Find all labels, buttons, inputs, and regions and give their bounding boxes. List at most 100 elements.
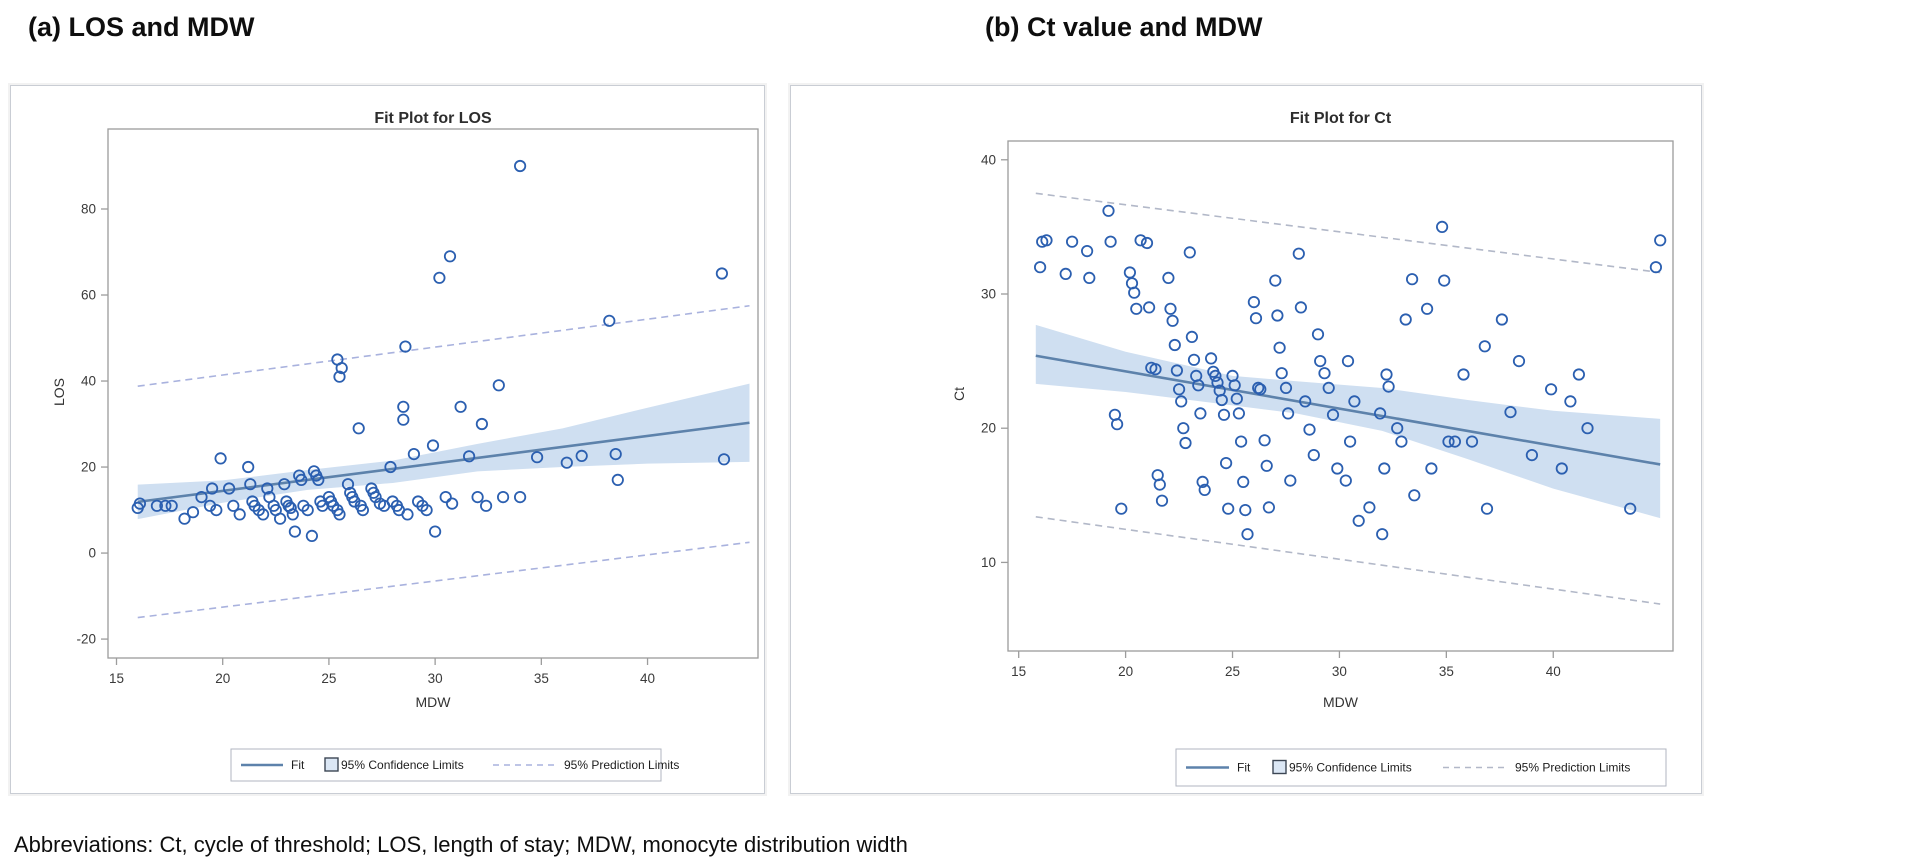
- scatter-point: [1341, 354, 1355, 368]
- scatter-point: [1262, 501, 1275, 514]
- x-tick-label: 30: [428, 671, 443, 686]
- scatter-point: [278, 478, 291, 491]
- scatter-point: [223, 482, 236, 495]
- scatter-point: [233, 508, 246, 521]
- scatter-point: [530, 451, 544, 464]
- confidence-band: [1035, 324, 1661, 519]
- scatter-points: [1034, 204, 1667, 541]
- scatter-point: [1192, 379, 1205, 392]
- scatter-point: [1348, 395, 1361, 408]
- scatter-point: [1219, 456, 1233, 470]
- scatter-point: [1281, 407, 1295, 420]
- scatter-point: [1303, 423, 1316, 436]
- y-tick-label: 60: [81, 288, 96, 303]
- scatter-point: [1162, 271, 1175, 284]
- scatter-point: [420, 503, 433, 517]
- scatter-point: [401, 508, 414, 521]
- scatter-point: [426, 439, 440, 452]
- scatter-point: [1194, 407, 1207, 420]
- x-tick-label: 15: [1011, 664, 1026, 679]
- scatter-point: [1222, 502, 1235, 515]
- scatter-point: [1040, 234, 1053, 247]
- y-tick-label: -20: [76, 632, 96, 647]
- scatter-point: [1318, 367, 1331, 380]
- scatter-point: [513, 490, 527, 504]
- fit-plot-ct-chart: 15 20 25 30 35 40 10 20 30 40 Fit 95% Confidence Li…: [981, 140, 1674, 787]
- scatter-points: [131, 159, 731, 542]
- y-tick-label: 10: [981, 555, 996, 570]
- scatter-point: [609, 447, 622, 461]
- scatter-point: [288, 525, 301, 538]
- prediction-limit-upper: [137, 304, 750, 387]
- scatter-point: [384, 460, 397, 474]
- scatter-point: [1234, 435, 1248, 448]
- scatter-point: [399, 340, 412, 353]
- scatter-point: [1331, 462, 1344, 475]
- scatter-point: [333, 508, 346, 521]
- scatter-point: [1279, 381, 1293, 394]
- scatter-point: [284, 501, 297, 514]
- scatter-point: [286, 508, 299, 521]
- fit-line: [137, 421, 750, 504]
- legend-box: [1175, 748, 1667, 787]
- y-tick-label: 40: [981, 152, 996, 167]
- scatter-point: [1408, 489, 1421, 502]
- scatter-point: [496, 490, 510, 504]
- scatter-point: [1314, 354, 1327, 368]
- scatter-point: [397, 413, 410, 426]
- scatter-point: [1232, 407, 1245, 420]
- scatter-point: [1153, 478, 1166, 491]
- y-tick-label: 20: [81, 460, 96, 475]
- scatter-point: [195, 490, 208, 504]
- scatter-point: [1376, 528, 1389, 541]
- scatter-point: [1512, 354, 1526, 368]
- scatter-point: [159, 499, 172, 512]
- scatter-point: [471, 490, 484, 504]
- x-tick-label: 30: [1332, 664, 1347, 679]
- scatter-point: [611, 473, 624, 486]
- scatter-point: [165, 499, 178, 512]
- scatter-point: [1168, 338, 1181, 352]
- scatter-point: [335, 361, 348, 375]
- scatter-point: [1624, 502, 1637, 515]
- scatter-point: [301, 503, 314, 517]
- scatter-point: [333, 370, 346, 383]
- scatter-point: [397, 400, 410, 413]
- x-tick-label: 40: [640, 671, 655, 686]
- legend-box: [230, 748, 662, 782]
- legend-fit-label: Fit: [1237, 761, 1251, 775]
- scatter-point: [227, 499, 240, 512]
- scatter-point: [1228, 379, 1241, 392]
- prediction-limit-upper: [1035, 192, 1661, 274]
- scatter-point: [1275, 367, 1288, 380]
- scatter-point: [352, 422, 365, 435]
- scatter-point: [305, 529, 318, 542]
- confidence-band: [137, 383, 750, 520]
- scatter-point: [257, 508, 270, 521]
- scatter-point: [1322, 381, 1335, 394]
- figure-a-heading: (a) LOS and MDW: [28, 12, 255, 42]
- scatter-point: [1495, 313, 1509, 326]
- scatter-point: [1134, 234, 1147, 247]
- scatter-point: [513, 159, 527, 173]
- scatter-point: [1179, 436, 1192, 450]
- scatter-point: [1273, 341, 1286, 354]
- scatter-point: [1260, 459, 1273, 472]
- x-tick-label: 40: [1546, 664, 1561, 679]
- scatter-point: [1581, 422, 1594, 435]
- scatter-point: [1442, 435, 1455, 448]
- scatter-point: [1299, 395, 1312, 408]
- scatter-point: [454, 400, 467, 413]
- scatter-point: [1083, 271, 1096, 284]
- scatter-point: [1065, 235, 1079, 248]
- scatter-point: [1211, 376, 1224, 389]
- scatter-point: [603, 314, 616, 327]
- scatter-point: [475, 417, 488, 431]
- plot-a-title: Fit Plot for LOS: [374, 110, 492, 127]
- figure-b-heading: (b) Ct value and MDW: [985, 12, 1263, 42]
- scatter-point: [1230, 392, 1243, 405]
- plot-b-x-axis-label: MDW: [1323, 694, 1358, 710]
- scatter-point: [1343, 435, 1357, 448]
- fit-plot-los-chart: 15 20 25 30 35 40 -20 0 20 40 60 80 Fit 95% Confidenc…: [76, 128, 759, 782]
- scatter-point: [295, 473, 308, 486]
